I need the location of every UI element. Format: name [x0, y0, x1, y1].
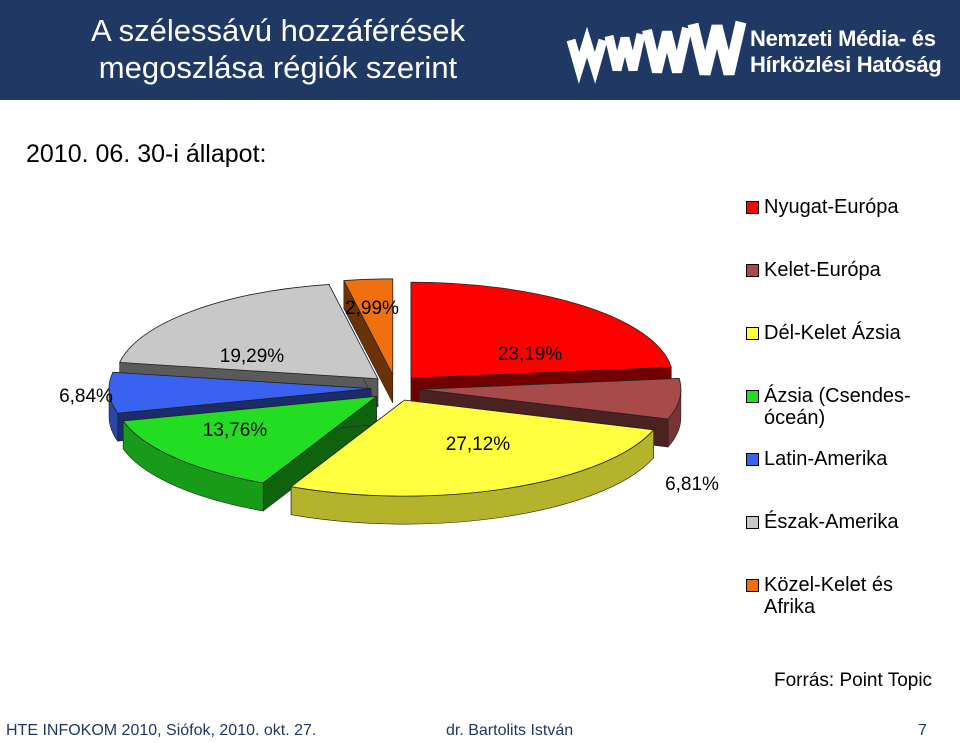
pie-data-label: 27,12%	[446, 434, 511, 455]
footer-page-number: 7	[918, 722, 927, 739]
nmhh-wave-logo-icon	[566, 20, 747, 84]
legend-swatch	[746, 453, 759, 466]
legend-label-line-2: Afrika	[764, 596, 816, 618]
logo-text: Nemzeti Média- és Hírközlési Hatóság	[750, 26, 942, 78]
slide-title-line-1: A szélessávú hozzáférések	[91, 13, 465, 48]
legend-label: Nyugat-Európa	[764, 196, 899, 218]
pie-data-label: 6,81%	[665, 474, 719, 495]
source-note: Forrás: Point Topic	[774, 670, 933, 691]
slide-footer: HTE INFOKOM 2010, Siófok, 2010. okt. 27.…	[0, 718, 960, 743]
footer-event: HTE INFOKOM 2010, Siófok, 2010. okt. 27.	[6, 722, 317, 739]
legend-label: Kelet-Európa	[764, 259, 881, 281]
legend-swatch	[746, 201, 759, 214]
pie-data-label: 6,84%	[59, 386, 113, 407]
legend-label-line-2: óceán)	[764, 407, 826, 429]
legend-swatch	[746, 264, 759, 277]
legend-swatch	[746, 579, 759, 592]
slide-title: A szélessávú hozzáférések megoszlása rég…	[18, 12, 538, 86]
pie-slice-kelet-európa	[418, 378, 682, 420]
pie-slice-közel-kelet-és-afrika	[343, 278, 394, 376]
logo-text-line-2: Hírközlési Hatóság	[750, 52, 942, 77]
pie-data-label: 13,76%	[203, 420, 268, 441]
slide-title-line-2: megoszlása régiók szerint	[98, 50, 458, 85]
legend-label: Közel-Kelet és Afrika	[764, 574, 954, 618]
legend-label: Észak-Amerika	[764, 511, 899, 533]
legend-label: Ázsia (Csendes- óceán)	[764, 385, 954, 429]
legend-swatch	[746, 390, 759, 403]
pie-data-label: 19,29%	[220, 346, 285, 367]
status-date: 2010. 06. 30-i állapot:	[26, 140, 267, 168]
pie-slice-latin-amerika	[108, 371, 372, 414]
legend-swatch	[746, 327, 759, 340]
legend-label: Latin-Amerika	[764, 448, 888, 470]
pie-slice-dél-kelet-ázsia	[290, 399, 655, 497]
pie-slice-nyugat-európa	[410, 281, 672, 379]
legend-label: Dél-Kelet Ázsia	[764, 322, 901, 344]
slide-header: A szélessávú hozzáférések megoszlása rég…	[0, 0, 960, 100]
legend-label-line-1: Közel-Kelet és	[764, 574, 893, 596]
logo-text-line-1: Nemzeti Média- és	[750, 26, 936, 51]
pie-slice-észak-amerika	[119, 284, 379, 380]
legend-swatch	[746, 516, 759, 529]
legend-label-line-1: Ázsia (Csendes-	[764, 385, 911, 407]
pie-slice-ázsia-csendes-óceán-	[122, 395, 378, 484]
pie-data-label: 23,19%	[498, 344, 563, 365]
footer-author: dr. Bartolits István	[446, 722, 574, 739]
pie-data-label: 2,99%	[345, 298, 399, 319]
